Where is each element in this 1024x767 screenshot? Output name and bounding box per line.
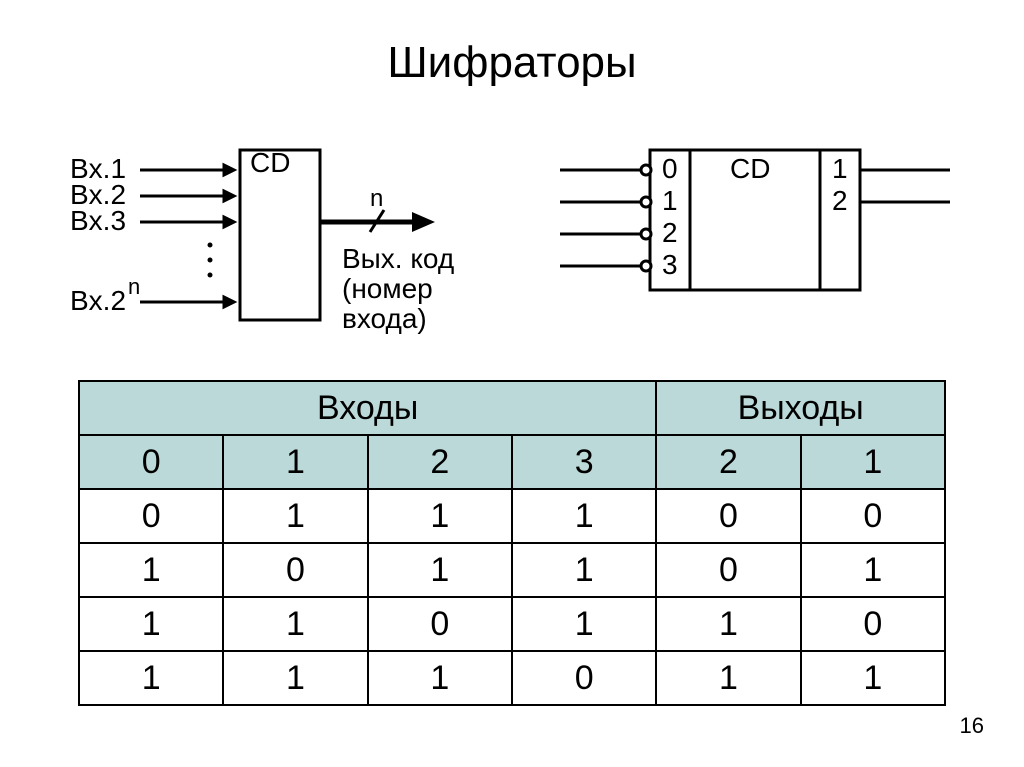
- output-text-2: (номер: [342, 273, 433, 304]
- col-4: 2: [656, 435, 800, 489]
- col-0: 0: [79, 435, 223, 489]
- col-1: 1: [223, 435, 367, 489]
- header-columns-row: 0 1 2 3 2 1: [79, 435, 945, 489]
- left-pin-2: 2: [662, 217, 678, 248]
- table-row: 1 0 1 1 0 1: [79, 543, 945, 597]
- table-row: 1 1 1 0 1 1: [79, 651, 945, 705]
- header-group-row: Входы Выходы: [79, 381, 945, 435]
- output-text-3: входа): [342, 303, 427, 334]
- left-pin-0: 0: [662, 153, 678, 184]
- header-outputs: Выходы: [656, 381, 945, 435]
- slide-title: Шифраторы: [0, 38, 1024, 88]
- input-label-3: Bx.3: [70, 205, 126, 236]
- table-row: 0 1 1 1 0 0: [79, 489, 945, 543]
- input-label-4: Bx.2: [70, 285, 126, 316]
- col-2: 2: [368, 435, 512, 489]
- right-pin-0: 1: [832, 153, 848, 184]
- left-pin-3: 3: [662, 249, 678, 280]
- col-3: 3: [512, 435, 656, 489]
- right-block-label: CD: [730, 153, 770, 184]
- table-row: 1 1 0 1 1 0: [79, 597, 945, 651]
- page-number: 16: [960, 713, 984, 739]
- output-bus-label: n: [370, 185, 383, 212]
- left-block-label: CD: [250, 147, 290, 178]
- diagram-area: Bx.1 Bx.2 Bx.3 Bx.2 n CD n Вых. код (ном…: [70, 130, 950, 360]
- right-pin-1: 2: [832, 185, 848, 216]
- input-superscript: n: [128, 274, 140, 299]
- col-5: 1: [801, 435, 945, 489]
- output-text-1: Вых. код: [342, 243, 454, 274]
- header-inputs: Входы: [79, 381, 656, 435]
- truth-table: Входы Выходы 0 1 2 3 2 1 0 1 1 1 0 0 1 0…: [78, 380, 946, 706]
- left-pin-1: 1: [662, 185, 678, 216]
- encoder-diagrams-svg: Bx.1 Bx.2 Bx.3 Bx.2 n CD n Вых. код (ном…: [70, 130, 950, 360]
